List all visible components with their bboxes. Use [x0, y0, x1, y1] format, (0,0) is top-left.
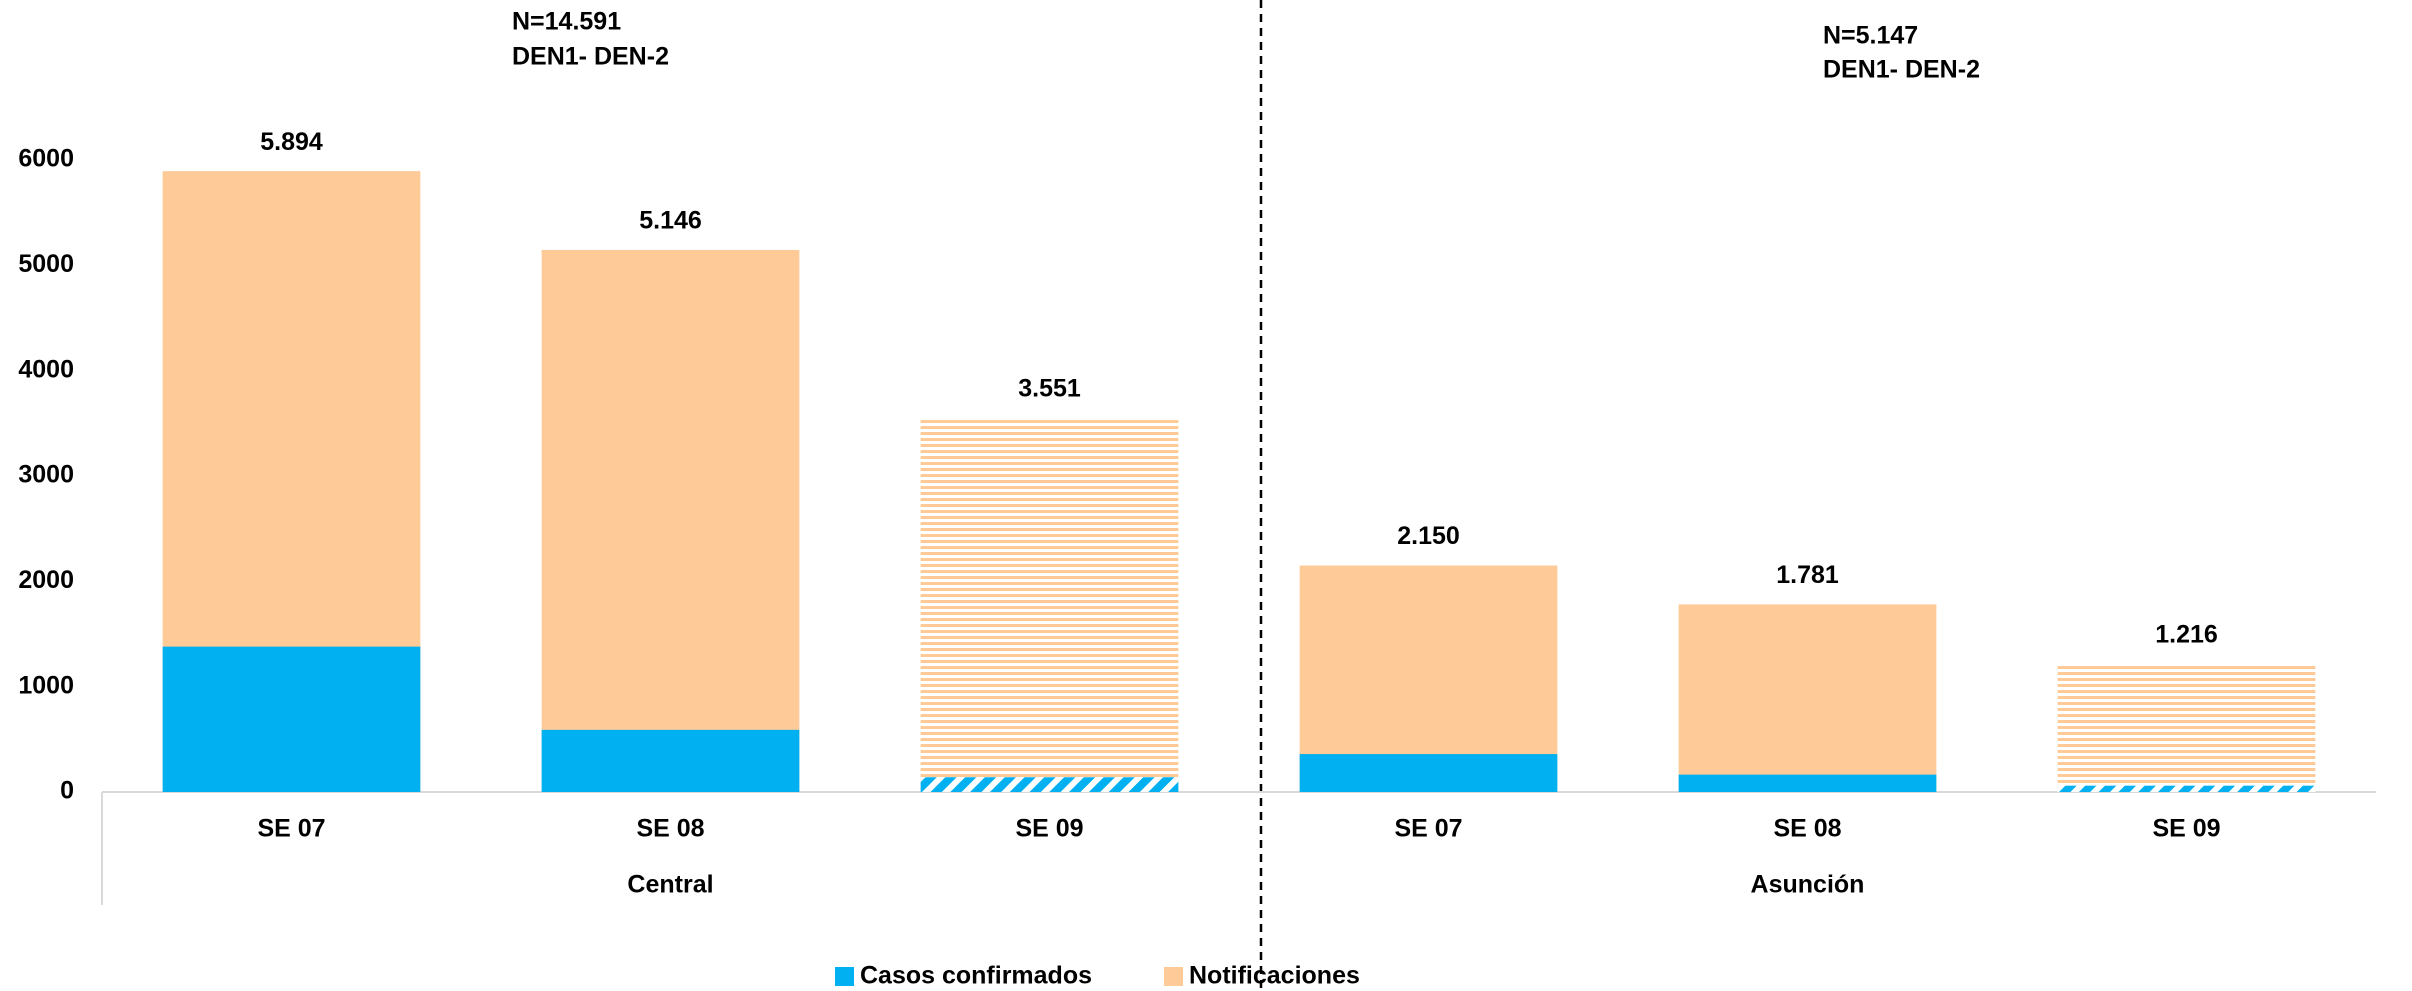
y-tick-label: 5000: [18, 250, 74, 278]
bar: [2057, 663, 2316, 792]
y-tick-label: 1000: [18, 671, 74, 699]
value-label: 5.146: [639, 207, 702, 235]
value-label: 3.551: [1018, 375, 1081, 403]
value-label: 1.781: [1776, 561, 1839, 589]
bar: [920, 417, 1179, 792]
y-tick-label: 4000: [18, 355, 74, 383]
y-tick-label: 3000: [18, 461, 74, 489]
x-tick-label: SE 07: [257, 815, 325, 843]
bar: [162, 646, 421, 792]
bar: [1299, 754, 1558, 792]
x-tick-label: SE 08: [636, 815, 704, 843]
value-label: 5.894: [260, 128, 323, 156]
bar: [541, 249, 800, 793]
annotation: N=5.147: [1823, 22, 1918, 50]
annotation: DEN1- DEN-2: [1823, 56, 1980, 84]
legend-swatch: [1164, 967, 1183, 986]
bar: [920, 777, 1179, 792]
group-label: Asunción: [1751, 871, 1865, 899]
value-label: 1.216: [2155, 621, 2218, 649]
x-tick-label: SE 09: [1015, 815, 1083, 843]
legend-swatch: [835, 967, 854, 986]
value-label: 2.150: [1397, 522, 1460, 550]
bar: [1678, 604, 1937, 792]
x-tick-label: SE 09: [2152, 815, 2220, 843]
bar: [2057, 785, 2316, 792]
x-tick-label: SE 08: [1773, 815, 1841, 843]
legend-label: Notificaciones: [1189, 962, 1360, 990]
bar: [541, 729, 800, 792]
bar: [1678, 774, 1937, 792]
group-label: Central: [627, 871, 713, 899]
y-tick-label: 0: [60, 777, 74, 805]
y-tick-label: 2000: [18, 566, 74, 594]
legend-label: Casos confirmados: [860, 962, 1092, 990]
y-tick-label: 6000: [18, 145, 74, 173]
annotation: N=14.591: [512, 8, 621, 36]
x-tick-label: SE 07: [1394, 815, 1462, 843]
annotation: DEN1- DEN-2: [512, 43, 669, 71]
